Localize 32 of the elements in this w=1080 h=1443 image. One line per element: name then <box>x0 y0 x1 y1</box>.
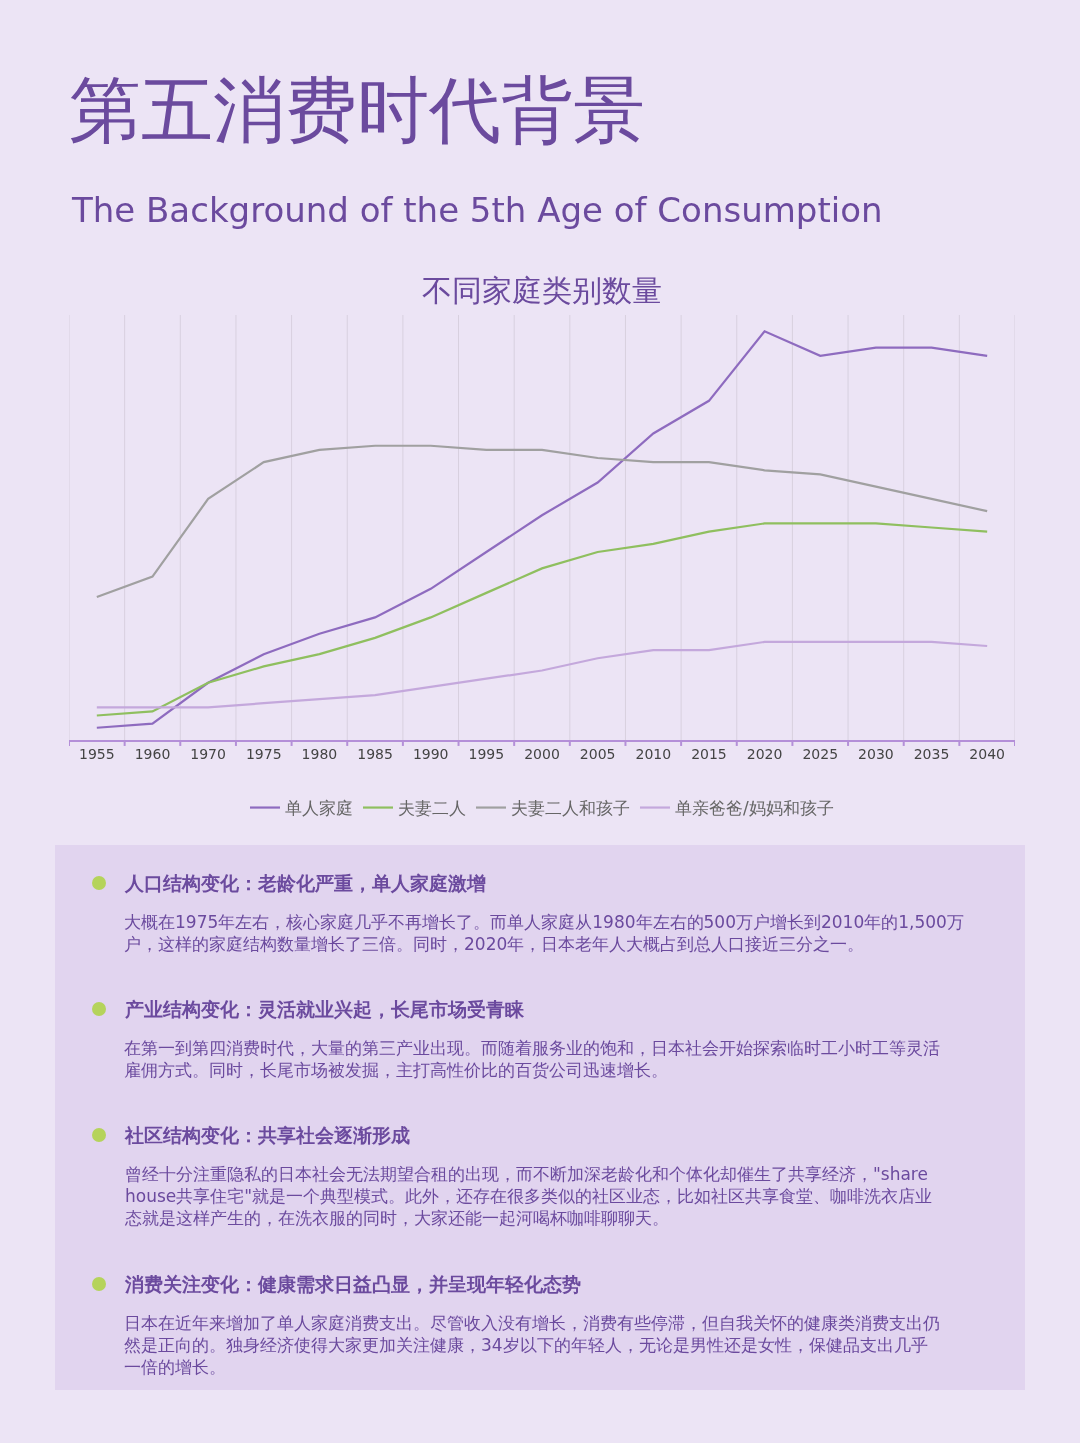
text: 日本在近年来增加了单人家庭消费支出。尽管收入没有增长，消费有些停滞，但自我关怀的健康类消费支出仍然是正向的。独身经济使得大家更加关注健康，34岁以下的年轻人，无论是男性还是女性，保健品支出几乎一倍的增长。 <box>124 1313 940 1378</box>
legend-label: 夫妻二人和孩子 <box>511 798 630 819</box>
chart-title: 第五消费时代背景 <box>69 68 645 153</box>
text: 产业结构变化：灵活就业兴起，长尾市场受青睐 <box>124 998 525 1020</box>
text: 曾经十分注重隐私的日本社会无法期望合租的出现，而不断加深老龄化和个体化却催生了共享经济，"share house共享住宅"就是一个典型模式。此外，还存在很多类似的社区业态，比如社区共享食堂、咖啡洗衣店业态就是这样产生的，在洗衣服的同时，大家还能一起河喝杯咖啡聊聊天。 <box>124 1164 934 1229</box>
text: 大概在1975年左右，核心家庭几乎不再增长了。而单人家庭从1980年左右的500万户增长到2010年的1,500万户，这样的家庭结构数量增长了三倍。同时，2020年，日本老年人大概占到总人口接近三分之一。 <box>124 912 964 955</box>
text: 不同家庭类别数量 <box>422 273 662 308</box>
x-tick-label: 1970 <box>190 745 226 762</box>
x-tick-label: 2030 <box>858 745 894 762</box>
x-tick-label: 2000 <box>524 745 560 762</box>
x-tick-label: 1980 <box>301 745 338 762</box>
x-tick-label: 2025 <box>802 745 839 762</box>
x-tick-label: 2040 <box>969 745 1005 762</box>
x-tick-label: 1955 <box>79 745 115 762</box>
x-tick-label: 1960 <box>134 745 171 762</box>
x-tick-label: 1995 <box>468 745 505 762</box>
x-tick-label: 2015 <box>691 745 727 762</box>
x-tick-label: 2005 <box>579 745 616 762</box>
legend-label: 单亲爸爸/妈妈和孩子 <box>675 798 834 819</box>
chart-subtitle: The Background of the 5th Age of Consumption <box>71 190 883 230</box>
legend-label: 夫妻二人 <box>398 798 466 819</box>
text: 社区结构变化：共享社会逐渐形成 <box>124 1124 410 1146</box>
x-tick-label: 2020 <box>746 745 783 762</box>
x-tick-label: 1985 <box>357 745 393 762</box>
x-tick-label: 1975 <box>245 745 282 762</box>
x-tick-label: 2010 <box>635 745 672 762</box>
legend-label: 单人家庭 <box>285 798 353 819</box>
x-tick-label: 2035 <box>913 745 950 762</box>
text: 消费关注变化：健康需求日益凸显，并呈现年轻化态势 <box>124 1273 581 1295</box>
text: 在第一到第四消费时代，大量的第三产业出现。而随着服务业的饱和，日本社会开始探索临时工小时工等灵活雇佣方式。同时，长尾市场被发掘，主打高性价比的百货公司迅速增长。 <box>124 1038 940 1081</box>
x-tick-label: 1990 <box>412 745 449 762</box>
text: 人口结构变化：老龄化严重，单人家庭激增 <box>124 872 486 894</box>
